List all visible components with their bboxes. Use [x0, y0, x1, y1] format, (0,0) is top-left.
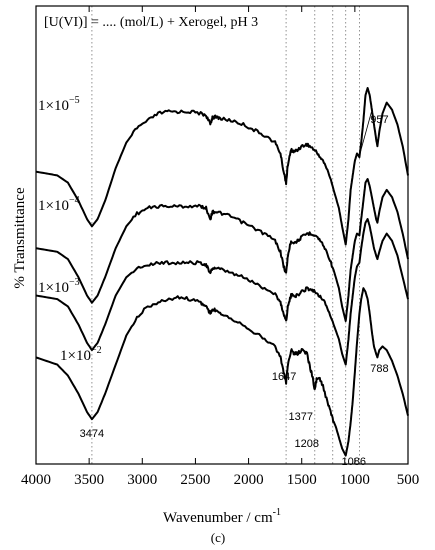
reference-lines: [91, 6, 360, 464]
peak-label-3474: 3474: [80, 428, 104, 440]
series-label-1: 1×10−5: [38, 95, 80, 114]
series-label-2: 1×10−4: [38, 195, 80, 214]
peak-leader-957: [359, 111, 372, 156]
spectra-series: [35, 87, 409, 457]
series-line-1: [35, 87, 409, 246]
figure-caption: (c): [211, 530, 225, 545]
x-tick-label-3000: 3000: [127, 472, 157, 488]
peak-label-1086: 1086: [341, 456, 365, 468]
series-line-2: [35, 178, 409, 322]
x-tick-label-3500: 3500: [74, 472, 104, 488]
x-axis-label: Wavenumber / cm-1: [163, 507, 281, 526]
peak-label-1647: 1647: [272, 371, 296, 383]
x-tick-label-2000: 2000: [234, 472, 264, 488]
series-labels: 1×10−5 1×10−4 1×10−3 1×10−2: [38, 95, 102, 364]
peak-label-788: 788: [370, 363, 388, 375]
peak-label-1208: 1208: [295, 438, 319, 450]
peak-label-1377: 1377: [289, 411, 313, 423]
plot-frame: [35, 5, 409, 465]
x-tick-label-1500: 1500: [287, 472, 317, 488]
series-label-3: 1×10−3: [38, 277, 80, 296]
peak-labels: 3474 1647 1377 1208 1086 957 788: [80, 111, 389, 468]
y-axis-label: % Transmittance: [12, 187, 28, 289]
series-line-4: [35, 287, 409, 457]
x-tick-label-500: 500: [397, 472, 420, 488]
x-tick-label-2500: 2500: [180, 472, 210, 488]
series-line-3: [35, 218, 409, 366]
x-tick-label-1000: 1000: [340, 472, 370, 488]
x-axis-ticks: 4000 3500 3000 2500 2000 1500 1000 500: [21, 6, 419, 488]
x-tick-label-4000: 4000: [21, 472, 51, 488]
peak-label-957: 957: [370, 114, 388, 126]
series-label-4: 1×10−2: [60, 345, 102, 364]
chart-title: [U(VI)] = .... (mol/L) + Xerogel, pH 3: [44, 15, 258, 30]
